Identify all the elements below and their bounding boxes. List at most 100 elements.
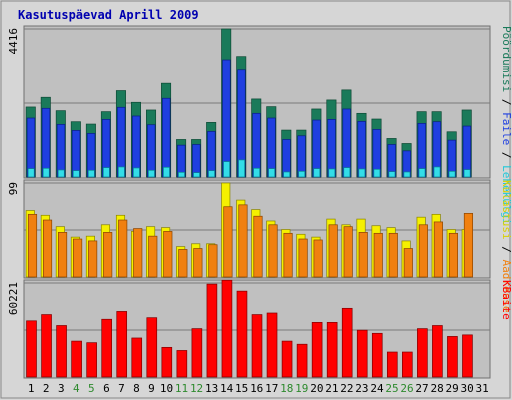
bar-faile-9 (147, 124, 156, 178)
bar-lehek-lgi-3 (57, 169, 65, 178)
bar-lehek-lgi-2 (42, 167, 50, 178)
bar-faile-17 (267, 117, 276, 178)
bar-lehek-lgi-22 (343, 167, 351, 178)
bar-aadresse-12 (193, 248, 203, 278)
bar-aadresse-17 (268, 224, 278, 278)
bar-aadresse-9 (148, 235, 158, 278)
legend-entry: / (500, 92, 512, 112)
x-tick-label-8: 8 (133, 382, 140, 395)
bar-lehek-lgi-6 (102, 167, 110, 178)
bar-aadresse-1 (27, 213, 38, 278)
x-tick-label-18: 18 (280, 382, 293, 395)
bar-aadresse-3 (58, 232, 68, 278)
bar-kbaite-20 (311, 322, 323, 378)
bar-faile-21 (327, 119, 336, 178)
bar-kbaite-29 (447, 336, 458, 378)
x-tick-label-4: 4 (73, 382, 80, 395)
x-tick-label-15: 15 (235, 382, 248, 395)
bar-aadresse-28 (433, 221, 443, 278)
x-tick-label-11: 11 (175, 382, 188, 395)
x-tick-label-20: 20 (310, 382, 323, 395)
bar-kbaite-24 (371, 332, 383, 378)
x-tick-label-21: 21 (325, 382, 338, 395)
bar-aadresse-21 (328, 224, 338, 278)
y-tick-label: 4416 (7, 28, 20, 55)
legend-top: Pöördumisi / Faile / Lehekülgi (500, 26, 512, 225)
x-tick-label-28: 28 (430, 382, 443, 395)
bar-aadresse-11 (178, 249, 188, 278)
bar-kbaite-14 (221, 279, 233, 378)
bar-faile-19 (297, 135, 306, 178)
bar-kbaite-2 (41, 314, 52, 378)
x-tick-label-19: 19 (295, 382, 308, 395)
bar-aadresse-13 (208, 244, 218, 278)
bar-kbaite-23 (356, 329, 368, 378)
bar-aadresse-26 (403, 248, 413, 278)
bar-aadresse-6 (103, 232, 113, 278)
bar-aadresse-22 (343, 226, 353, 278)
bar-faile-3 (56, 124, 66, 178)
bar-kbaite-11 (176, 350, 188, 378)
bar-kbaite-8 (131, 337, 143, 378)
bar-kbaite-12 (191, 328, 203, 378)
bar-kbaite-10 (161, 346, 173, 378)
legend-entry: Aadresse (500, 259, 512, 312)
bar-aadresse-25 (388, 232, 398, 278)
bar-kbaite-21 (326, 322, 338, 378)
bar-aadresse-20 (313, 239, 323, 278)
bar-kbaite-15 (236, 290, 248, 378)
y-tick-label: 99 (7, 182, 20, 195)
legend-middle: Külastusi / Aadresse (500, 180, 512, 312)
bar-aadresse-8 (133, 228, 143, 278)
bar-lehek-lgi-20 (313, 168, 321, 178)
bar-lehek-lgi-9 (148, 169, 155, 178)
x-tick-label-30: 30 (461, 382, 474, 395)
bar-kbaite-25 (386, 351, 398, 378)
bar-lehek-lgi-23 (358, 168, 366, 178)
bar-lehek-lgi-16 (253, 167, 261, 178)
x-axis-labels: 1 2 3 4 5 6 7 8 9 10 11 12 13 14 15 16 17 18 19 20 21 22 23 24 2… (28, 382, 489, 395)
bar-lehek-lgi-1 (27, 168, 35, 178)
bar-lehek-lgi-11 (178, 171, 185, 178)
x-tick-label-12: 12 (190, 382, 203, 395)
bar-lehek-lgi-13 (208, 170, 215, 178)
bar-aadresse-15 (238, 204, 248, 278)
bar-kbaite-18 (281, 340, 293, 378)
legend-entry: Faile (500, 112, 512, 145)
bar-lehek-lgi-5 (87, 169, 95, 178)
legend-entry: Lehekülgi (500, 165, 512, 225)
bar-kbaite-5 (86, 342, 97, 378)
bar-kbaite-4 (71, 340, 82, 378)
legend-bottom: KBaite (500, 280, 512, 320)
x-tick-label-27: 27 (415, 382, 428, 395)
bar-kbaite-13 (206, 283, 218, 378)
bar-kbaite-17 (266, 312, 278, 378)
bar-lehek-lgi-14 (223, 161, 230, 178)
x-tick-label-23: 23 (355, 382, 368, 395)
legend-entry: Külastusi (500, 180, 512, 240)
bar-aadresse-4 (73, 238, 83, 278)
bar-faile-14 (222, 59, 231, 178)
x-tick-label-10: 10 (160, 382, 173, 395)
legend-entry: Pöördumisi (500, 26, 512, 92)
bar-kbaite-9 (146, 317, 158, 378)
chart-panels: 4416 99 60221 (7, 25, 491, 379)
bar-lehek-lgi-28 (433, 166, 441, 178)
bar-kbaite-19 (296, 343, 308, 378)
bar-kbaite-30 (462, 334, 473, 378)
bar-kbaite-1 (26, 320, 37, 378)
bar-faile-10 (162, 97, 171, 178)
bar-faile-16 (252, 112, 261, 178)
bar-aadresse-24 (373, 232, 383, 278)
x-tick-label-5: 5 (88, 382, 95, 395)
bar-kbaite-28 (432, 325, 443, 378)
x-tick-label-17: 17 (265, 382, 278, 395)
bar-faile-2 (41, 107, 51, 178)
bar-lehek-lgi-27 (418, 168, 426, 178)
x-tick-label-3: 3 (58, 382, 65, 395)
chart-title: Kasutuspäevad Aprill 2009 (18, 8, 199, 22)
x-tick-label-31: 31 (476, 382, 489, 395)
bar-faile-1 (26, 117, 36, 178)
bar-kbaite-3 (56, 325, 67, 378)
bar-lehek-lgi-8 (132, 167, 140, 178)
